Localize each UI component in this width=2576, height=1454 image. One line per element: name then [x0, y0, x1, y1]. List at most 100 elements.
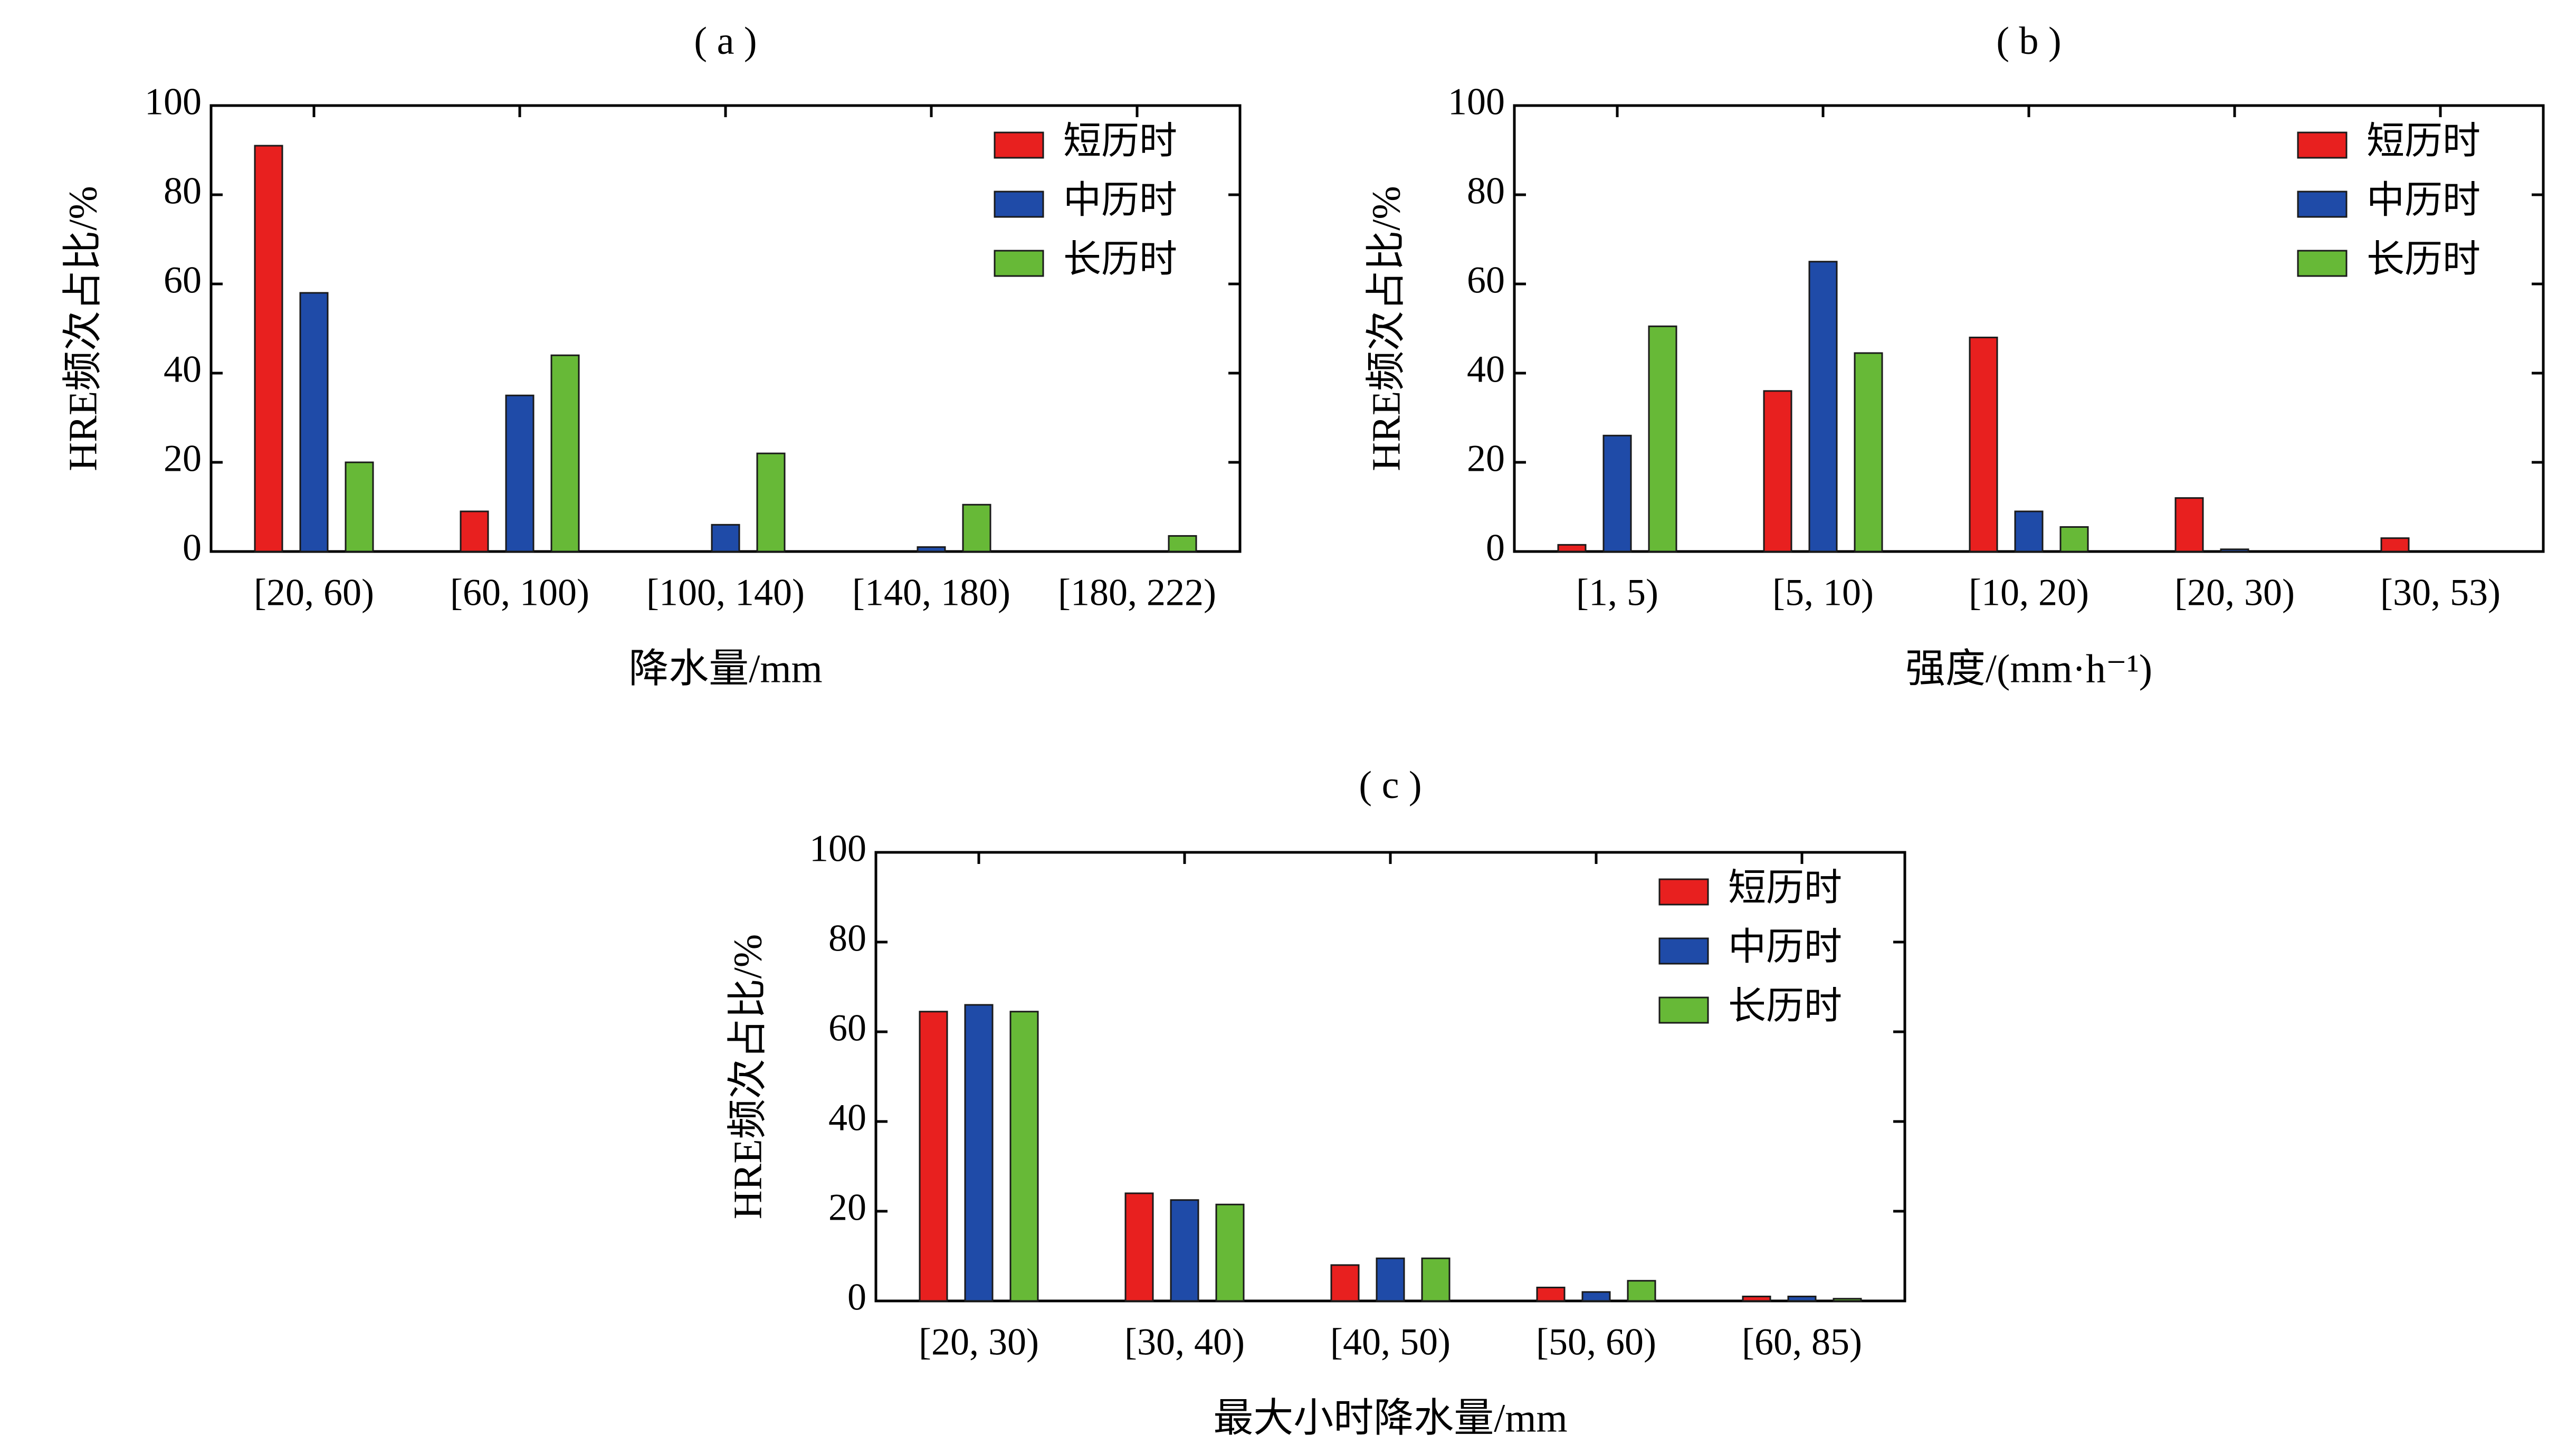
bar-0-2-1 — [550, 354, 580, 553]
legend-label: 短历时 — [2367, 120, 2480, 163]
legend-swatch — [994, 250, 1044, 277]
panel-label: ( c ) — [1359, 764, 1421, 807]
bar-0-0-1 — [460, 510, 489, 553]
x-tick-label: [60, 85) — [1742, 1321, 1862, 1363]
bar-0-2-2 — [756, 452, 786, 553]
panel-c: ( c ) 0 20 40 60 80 100 [20, 30) [30, 40) [40, 50… — [726, 764, 1906, 1440]
y-tick-label: 0 — [183, 527, 202, 569]
x-tick-label: [180, 222) — [1058, 572, 1216, 614]
legend-swatch — [2297, 131, 2348, 159]
legend-label: 中历时 — [2367, 179, 2480, 222]
bar-2-2-2 — [1421, 1257, 1451, 1302]
y-tick-label: 80 — [164, 170, 202, 212]
bar-1-2-0 — [1648, 325, 1677, 553]
bar-1-1-0 — [1602, 434, 1632, 553]
y-tick-label: 100 — [145, 81, 202, 123]
legend-swatch — [1658, 937, 1709, 965]
bar-2-0-3 — [1536, 1287, 1566, 1302]
bar-0-0-0 — [254, 145, 283, 553]
legend-swatch — [994, 131, 1044, 159]
panel-a: ( a ) 0 20 40 60 80 100 [20, 60) [60, 100) [100, … — [61, 20, 1242, 691]
bar-1-2-1 — [1854, 352, 1883, 553]
x-tick-label: [50, 60) — [1536, 1321, 1656, 1363]
bar-0-2-3 — [962, 503, 991, 553]
bar-0-1-0 — [299, 292, 329, 553]
x-tick-label: [5, 10) — [1772, 572, 1874, 614]
y-tick-label: 20 — [828, 1186, 866, 1229]
legend-label: 短历时 — [1728, 867, 1842, 909]
y-tick-label: 0 — [847, 1276, 866, 1318]
bar-2-2-0 — [1009, 1011, 1039, 1302]
y-tick-label: 60 — [828, 1007, 866, 1049]
bar-2-1-3 — [1581, 1291, 1611, 1302]
bar-0-1-3 — [917, 546, 946, 553]
x-tick-label: [10, 20) — [1969, 572, 2089, 614]
y-tick-label: 40 — [828, 1097, 866, 1139]
y-tick-label: 80 — [828, 917, 866, 959]
legend-label: 中历时 — [1063, 179, 1177, 222]
bar-1-1-3 — [2220, 548, 2249, 553]
x-axis-title: 最大小时降水量/mm — [1213, 1396, 1567, 1440]
bar-1-0-2 — [1969, 336, 1998, 553]
y-axis-title: HRE频次占比/% — [1364, 186, 1408, 471]
x-tick-label: [20, 30) — [2174, 572, 2295, 614]
panel-b: ( b ) 0 20 40 60 80 100 [1, 5) [5, 10) [10, 20) [2… — [1364, 20, 2545, 691]
legend-swatch — [1658, 996, 1709, 1024]
bar-2-1-4 — [1787, 1296, 1817, 1302]
bar-0-1-2 — [711, 524, 740, 553]
legend-label: 长历时 — [2367, 239, 2480, 281]
bar-1-0-1 — [1763, 390, 1792, 553]
y-tick-label: 100 — [1448, 81, 1505, 123]
legend-swatch — [994, 191, 1044, 218]
bar-2-2-3 — [1627, 1280, 1656, 1302]
legend-swatch — [2297, 250, 2348, 277]
legend-label: 长历时 — [1728, 985, 1842, 1028]
x-tick-label: [1, 5) — [1576, 572, 1658, 614]
legend-label: 长历时 — [1063, 239, 1177, 281]
y-tick-label: 20 — [164, 438, 202, 480]
bar-1-0-0 — [1557, 544, 1587, 553]
bar-0-2-0 — [345, 461, 374, 553]
x-tick-label: [140, 180) — [852, 572, 1010, 614]
bar-2-1-2 — [1376, 1257, 1405, 1302]
y-tick-label: 40 — [164, 348, 202, 391]
bar-0-2-4 — [1168, 535, 1197, 553]
x-tick-label: [30, 53) — [2380, 572, 2501, 614]
legend-swatch — [2297, 191, 2348, 218]
bar-1-1-1 — [1808, 261, 1838, 553]
bar-2-0-1 — [1124, 1192, 1154, 1302]
x-tick-label: [20, 30) — [919, 1321, 1039, 1363]
x-axis-title: 强度/(mm·h⁻¹) — [1905, 647, 2152, 691]
bar-2-1-0 — [964, 1004, 994, 1302]
x-tick-label: [60, 100) — [450, 572, 589, 614]
y-axis-title: HRE频次占比/% — [726, 934, 770, 1219]
bar-2-2-1 — [1215, 1203, 1245, 1302]
y-axis-title: HRE频次占比/% — [61, 186, 105, 471]
y-tick-label: 60 — [164, 259, 202, 301]
y-tick-label: 40 — [1467, 348, 1505, 391]
x-tick-label: [40, 50) — [1330, 1321, 1451, 1363]
bar-2-0-2 — [1330, 1264, 1360, 1302]
x-tick-label: [100, 140) — [646, 572, 805, 614]
legend-label: 短历时 — [1063, 120, 1177, 163]
x-tick-label: [20, 60) — [254, 572, 374, 614]
y-tick-label: 60 — [1467, 259, 1505, 301]
bar-0-1-1 — [505, 394, 535, 553]
bar-1-1-2 — [2014, 510, 2044, 553]
panel-label: ( b ) — [1996, 20, 2061, 63]
y-tick-label: 20 — [1467, 438, 1505, 480]
x-axis-title: 降水量/mm — [628, 647, 822, 691]
y-tick-label: 100 — [809, 828, 866, 870]
bar-1-2-2 — [2059, 526, 2089, 553]
legend-swatch — [1658, 878, 1709, 906]
bar-2-0-4 — [1742, 1296, 1771, 1302]
bar-2-0-0 — [919, 1011, 948, 1302]
bar-2-1-1 — [1170, 1199, 1199, 1302]
y-tick-label: 0 — [1486, 527, 1505, 569]
legend-label: 中历时 — [1728, 926, 1842, 968]
bar-2-2-4 — [1833, 1298, 1862, 1302]
bar-1-0-3 — [2174, 497, 2204, 553]
y-tick-label: 80 — [1467, 170, 1505, 212]
panel-label: ( a ) — [694, 20, 757, 63]
